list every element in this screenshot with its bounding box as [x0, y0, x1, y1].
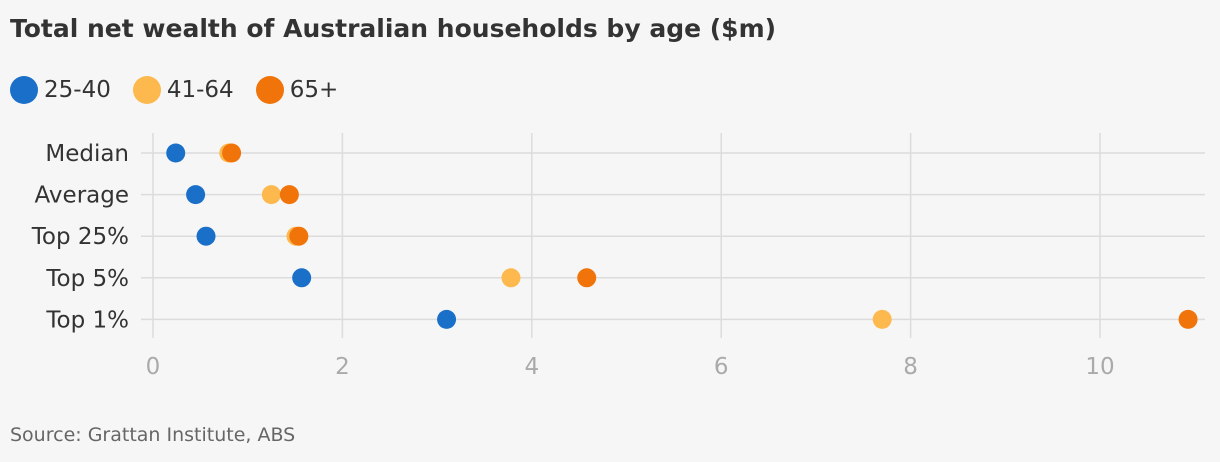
source-note: Source: Grattan Institute, ABS	[10, 424, 296, 446]
chart-title: Total net wealth of Australian household…	[10, 14, 777, 43]
dot-25-40-0	[166, 143, 186, 163]
category-label-4: Top 1%	[45, 307, 129, 333]
x-tick-label-4: 4	[524, 354, 539, 380]
category-label-3: Top 5%	[45, 266, 129, 292]
x-tick-label-0: 0	[146, 354, 161, 380]
dot-65-plus-2	[289, 226, 309, 246]
legend-swatch-41-64	[132, 76, 161, 104]
legend-label-41-64: 41-64	[166, 77, 234, 103]
dot-65-plus-3	[577, 268, 597, 288]
dot-41-64-3	[501, 268, 521, 288]
dot-41-64-1	[261, 185, 281, 205]
legend-swatch-25-40	[10, 76, 38, 104]
legend-item-65-plus: 65+	[255, 76, 339, 104]
category-label-1: Average	[35, 183, 129, 209]
dot-41-64-4	[872, 309, 892, 329]
dot-65-plus-0	[222, 143, 242, 163]
legend-item-41-64: 41-64	[132, 76, 234, 104]
legend-label-25-40: 25-40	[44, 77, 111, 103]
dot-25-40-3	[292, 268, 312, 288]
legend-swatch-65-plus	[255, 76, 284, 104]
x-tick-label-2: 2	[335, 354, 350, 380]
dot-25-40-4	[437, 309, 457, 329]
dot-25-40-2	[196, 226, 216, 246]
x-tick-label-8: 8	[903, 354, 918, 380]
dot-65-plus-1	[279, 185, 299, 205]
x-tick-label-6: 6	[714, 354, 729, 380]
legend: 25-40 41-64 65+	[10, 76, 360, 104]
dot-25-40-1	[186, 185, 206, 205]
legend-item-25-40: 25-40	[10, 76, 111, 104]
x-tick-label-10: 10	[1085, 354, 1114, 380]
category-label-0: Median	[45, 141, 129, 167]
category-label-2: Top 25%	[31, 224, 129, 250]
legend-label-65-plus: 65+	[289, 77, 339, 103]
dot-65-plus-4	[1178, 309, 1198, 329]
